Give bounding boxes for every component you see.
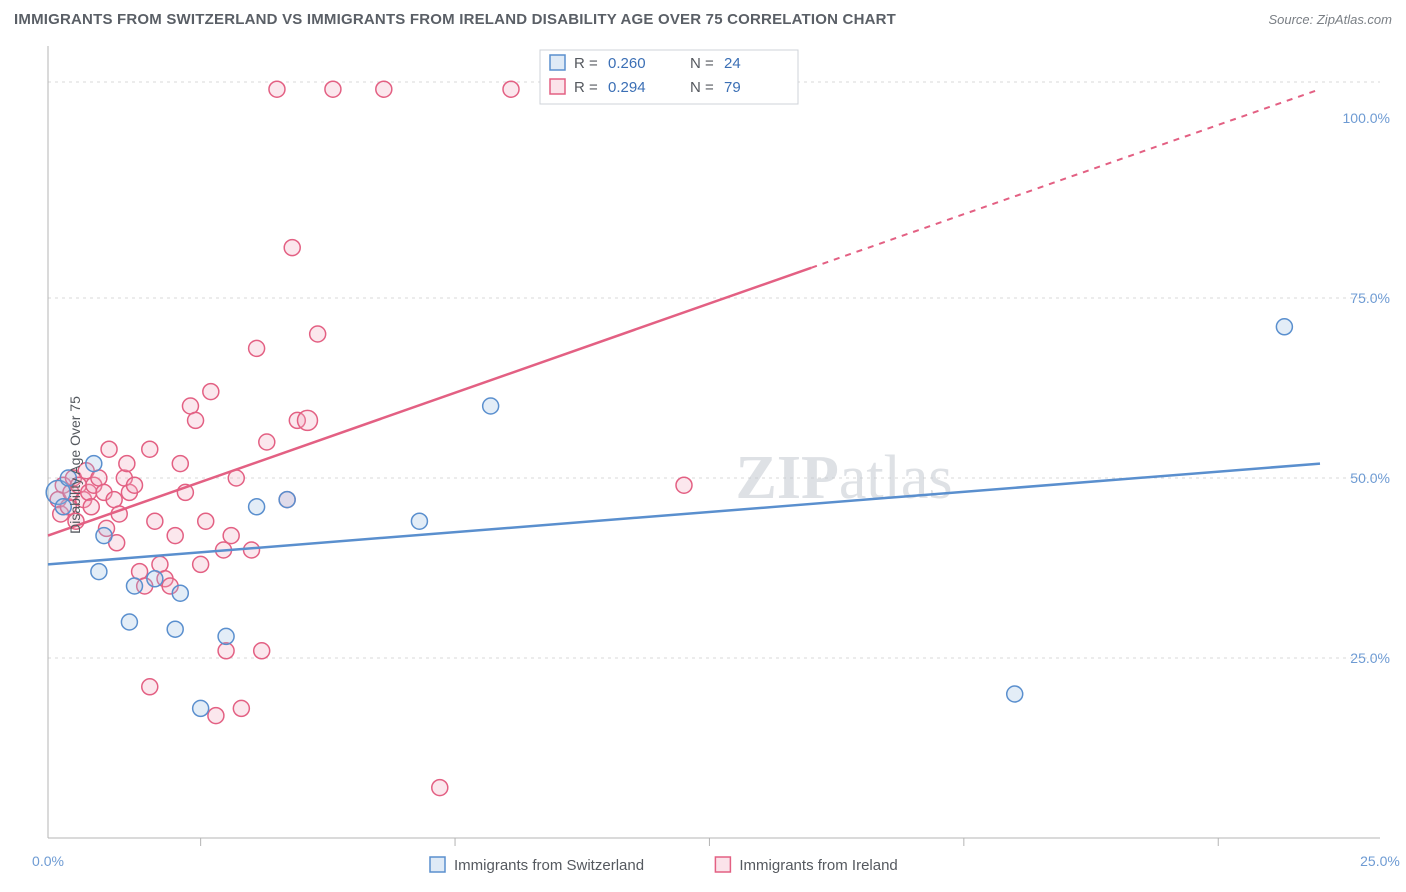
data-point-ireland[interactable] [198, 513, 214, 529]
data-point-ireland[interactable] [432, 780, 448, 796]
data-point-ireland[interactable] [269, 81, 285, 97]
source-name: ZipAtlas.com [1317, 12, 1392, 27]
data-point-ireland[interactable] [119, 456, 135, 472]
data-point-switzerland[interactable] [1007, 686, 1023, 702]
legend-r-value-ireland: 0.294 [608, 79, 646, 96]
data-point-ireland[interactable] [259, 434, 275, 450]
data-point-ireland[interactable] [249, 340, 265, 356]
data-point-ireland[interactable] [208, 708, 224, 724]
regression-line-ireland-extrapolated [811, 89, 1320, 268]
scatter-chart: 25.0%50.0%75.0%100.0%0.0%25.0%ZIPatlasR … [0, 38, 1406, 892]
legend-n-label: N = [690, 79, 714, 96]
x-tick-label: 0.0% [32, 853, 64, 869]
y-axis-label: Disability Age Over 75 [67, 396, 83, 534]
legend-label-switzerland: Immigrants from Switzerland [454, 857, 644, 874]
data-point-ireland[interactable] [172, 456, 188, 472]
data-point-ireland[interactable] [233, 700, 249, 716]
y-tick-label: 75.0% [1350, 290, 1390, 306]
data-point-switzerland[interactable] [1276, 319, 1292, 335]
data-point-ireland[interactable] [193, 556, 209, 572]
data-point-ireland[interactable] [223, 528, 239, 544]
data-point-ireland[interactable] [182, 398, 198, 414]
data-point-ireland[interactable] [310, 326, 326, 342]
data-point-ireland[interactable] [147, 513, 163, 529]
data-point-switzerland[interactable] [172, 585, 188, 601]
data-point-ireland[interactable] [101, 441, 117, 457]
data-point-ireland[interactable] [167, 528, 183, 544]
data-point-ireland[interactable] [254, 643, 270, 659]
legend-n-label: N = [690, 55, 714, 72]
data-point-switzerland[interactable] [96, 528, 112, 544]
data-point-switzerland[interactable] [91, 564, 107, 580]
data-point-ireland[interactable] [126, 477, 142, 493]
data-point-ireland[interactable] [142, 679, 158, 695]
data-point-switzerland[interactable] [218, 628, 234, 644]
data-point-switzerland[interactable] [193, 700, 209, 716]
legend-label-ireland: Immigrants from Ireland [739, 857, 897, 874]
data-point-switzerland[interactable] [121, 614, 137, 630]
data-point-ireland[interactable] [142, 441, 158, 457]
legend-r-label: R = [574, 55, 598, 72]
data-point-ireland[interactable] [325, 81, 341, 97]
legend-r-value-switzerland: 0.260 [608, 55, 646, 72]
data-point-switzerland[interactable] [411, 513, 427, 529]
data-point-ireland[interactable] [284, 240, 300, 256]
data-point-ireland[interactable] [376, 81, 392, 97]
y-tick-label: 100.0% [1343, 110, 1390, 126]
data-point-switzerland[interactable] [483, 398, 499, 414]
data-point-switzerland[interactable] [167, 621, 183, 637]
data-point-ireland[interactable] [106, 492, 122, 508]
plot-area: Disability Age Over 75 25.0% 50.0% 75.0% 10… [0, 38, 1406, 892]
data-point-ireland[interactable] [91, 470, 107, 486]
data-point-switzerland[interactable] [249, 499, 265, 515]
y-tick-label: 25.0% [1350, 650, 1390, 666]
data-point-ireland[interactable] [244, 542, 260, 558]
data-point-switzerland[interactable] [126, 578, 142, 594]
legend-n-value-ireland: 79 [724, 79, 741, 96]
data-point-ireland[interactable] [676, 477, 692, 493]
source-attribution: Source: ZipAtlas.com [1268, 12, 1392, 27]
data-point-switzerland[interactable] [279, 492, 295, 508]
source-label: Source: [1268, 12, 1316, 27]
x-tick-label: 25.0% [1360, 853, 1400, 869]
data-point-ireland[interactable] [218, 643, 234, 659]
data-point-ireland[interactable] [203, 384, 219, 400]
data-point-ireland[interactable] [297, 410, 317, 430]
legend-swatch-ireland [715, 857, 730, 872]
legend-swatch-switzerland [430, 857, 445, 872]
regression-line-ireland [48, 268, 811, 536]
legend-swatch-ireland [550, 79, 565, 94]
legend-n-value-switzerland: 24 [724, 55, 741, 72]
legend-swatch-switzerland [550, 55, 565, 70]
data-point-ireland[interactable] [132, 564, 148, 580]
chart-title: IMMIGRANTS FROM SWITZERLAND VS IMMIGRANT… [14, 11, 896, 28]
data-point-switzerland[interactable] [86, 456, 102, 472]
data-point-switzerland[interactable] [147, 571, 163, 587]
data-point-ireland[interactable] [152, 556, 168, 572]
data-point-ireland[interactable] [83, 499, 99, 515]
data-point-ireland[interactable] [188, 412, 204, 428]
y-tick-label: 50.0% [1350, 470, 1390, 486]
data-point-ireland[interactable] [503, 81, 519, 97]
legend-r-label: R = [574, 79, 598, 96]
title-bar: IMMIGRANTS FROM SWITZERLAND VS IMMIGRANT… [0, 0, 1406, 38]
